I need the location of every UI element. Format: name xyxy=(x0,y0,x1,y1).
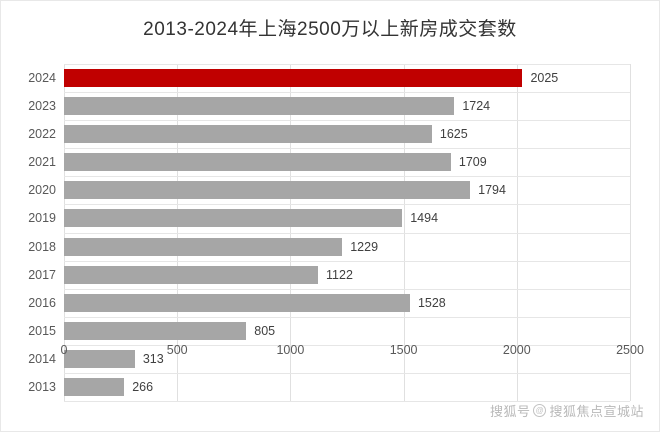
row-separator xyxy=(64,204,630,206)
watermark-prefix: 搜狐号 xyxy=(489,404,531,419)
y-axis-tick-label: 2023 xyxy=(28,99,56,114)
row-separator xyxy=(64,232,630,234)
row-separator xyxy=(64,120,630,122)
bar xyxy=(64,321,247,340)
row-separator xyxy=(64,401,630,402)
y-axis-tick-label: 2021 xyxy=(28,155,56,170)
bar xyxy=(64,181,471,200)
plot-area: 2025 1724 1625 1709 1794 1494 1229 1122 1528 805 3… xyxy=(64,64,631,402)
bar-row: 1794 xyxy=(64,176,630,204)
x-axis-tick-label: 2500 xyxy=(616,343,644,357)
bar-value-label: 1229 xyxy=(350,239,379,254)
bar xyxy=(64,97,455,116)
bar xyxy=(64,293,410,312)
x-axis-tick-label: 2000 xyxy=(502,343,531,357)
row-separator xyxy=(64,260,630,262)
x-axis-tick-label: 1500 xyxy=(389,343,418,357)
watermark: 搜狐号 @ 搜狐焦点宣城站 xyxy=(490,401,644,420)
bar-row: 313 xyxy=(64,345,630,373)
row-separator xyxy=(64,92,630,94)
x-axis-tick-label: 1000 xyxy=(276,343,305,357)
bar-value-label: 1494 xyxy=(410,211,439,226)
y-axis-tick-label: 2022 xyxy=(28,127,56,142)
bar-row: 1625 xyxy=(64,120,630,148)
y-axis-tick-label: 2014 xyxy=(28,351,56,366)
y-axis-tick-label: 2017 xyxy=(28,267,56,282)
watermark-logo-icon: @ xyxy=(533,404,547,417)
y-axis-tick-label: 2015 xyxy=(28,323,56,338)
bar-row: 266 xyxy=(64,373,630,401)
y-axis-tick-label: 2024 xyxy=(28,71,56,85)
bar-row: 1528 xyxy=(64,289,630,317)
row-separator xyxy=(64,372,630,374)
x-axis-tick-label: 0 xyxy=(60,343,68,357)
row-separator xyxy=(64,288,630,290)
bar xyxy=(64,209,403,228)
row-separator xyxy=(64,316,630,318)
bar-row: 1709 xyxy=(64,148,630,176)
bar xyxy=(64,69,523,87)
bar xyxy=(64,265,319,284)
bar-value-label: 1794 xyxy=(478,183,506,198)
bar-value-label: 1625 xyxy=(439,127,468,142)
row-separator xyxy=(64,176,630,178)
bar-value-label: 266 xyxy=(132,379,154,394)
y-axis-tick-label: 2020 xyxy=(28,183,56,198)
row-separator xyxy=(64,148,630,150)
bar-value-label: 805 xyxy=(254,323,276,338)
bar xyxy=(64,153,451,172)
row-separator xyxy=(64,344,630,346)
gridline xyxy=(630,64,631,401)
bar-value-label: 1122 xyxy=(326,267,353,282)
y-axis-tick-label: 2016 xyxy=(28,295,56,310)
bar-row: 1229 xyxy=(64,233,630,261)
bar-row: 1724 xyxy=(64,92,630,120)
bar xyxy=(64,237,343,256)
bar-value-label: 2025 xyxy=(530,71,559,85)
bar-row: 1122 xyxy=(64,261,630,289)
bar xyxy=(64,125,432,144)
chart-title: 2013-2024年上海2500万以上新房成交套数 xyxy=(143,19,517,40)
row-separator xyxy=(64,64,630,65)
bar-value-label: 1528 xyxy=(417,295,446,310)
bar-row: 2025 xyxy=(64,64,630,92)
watermark-suffix: 搜狐焦点宣城站 xyxy=(549,404,644,419)
bar-row: 1494 xyxy=(64,204,630,232)
bar-row: 805 xyxy=(64,317,630,345)
y-axis-tick-label: 2013 xyxy=(28,379,56,394)
bar-value-label: 1724 xyxy=(462,99,491,114)
bar xyxy=(64,349,135,368)
bar-value-label: 1709 xyxy=(458,155,487,170)
y-axis-tick-label: 2019 xyxy=(28,211,56,226)
bar-value-label: 313 xyxy=(142,351,164,366)
bar xyxy=(64,377,125,396)
x-axis-tick-label: 500 xyxy=(166,343,188,357)
y-axis-tick-label: 2018 xyxy=(28,239,56,254)
